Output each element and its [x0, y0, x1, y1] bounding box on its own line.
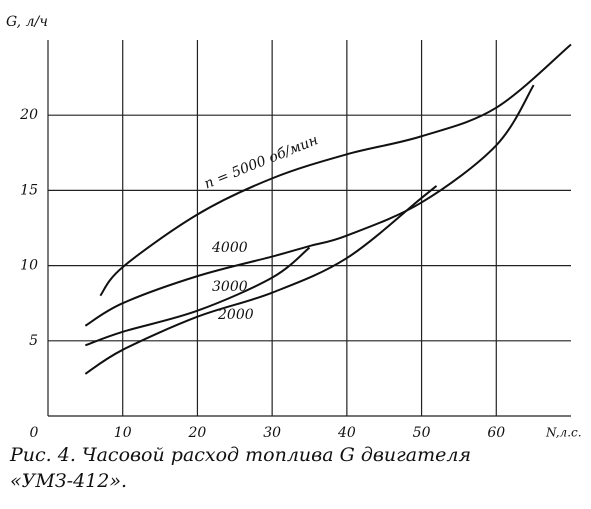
y-axis-label: G, л/ч	[6, 14, 48, 30]
series-line	[84, 84, 535, 327]
x-axis-label: N,л.с.	[545, 426, 582, 440]
caption-line: Рис. 4. Часовой расход топлива G двигате…	[9, 444, 471, 466]
series-line	[84, 185, 438, 375]
y-tick-label: 15	[20, 182, 38, 198]
y-tick-label: 5	[29, 333, 38, 349]
x-tick-label: 40	[337, 425, 356, 441]
series-line	[99, 43, 572, 297]
series-line	[85, 246, 311, 347]
x-tick-label: 0	[30, 425, 39, 441]
x-tick-label: 60	[487, 425, 505, 441]
x-tick-label: 50	[413, 425, 431, 441]
series-label: 4000	[211, 240, 248, 256]
x-tick-label: 20	[188, 425, 207, 441]
series-label: 2000	[217, 307, 254, 323]
y-tick-label: 10	[20, 258, 38, 274]
x-tick-label: 30	[263, 425, 281, 441]
series-label: 3000	[212, 279, 248, 295]
caption-line: «УМЗ-412».	[10, 470, 127, 492]
x-tick-label: 10	[114, 425, 132, 441]
y-tick-label: 20	[19, 107, 38, 123]
